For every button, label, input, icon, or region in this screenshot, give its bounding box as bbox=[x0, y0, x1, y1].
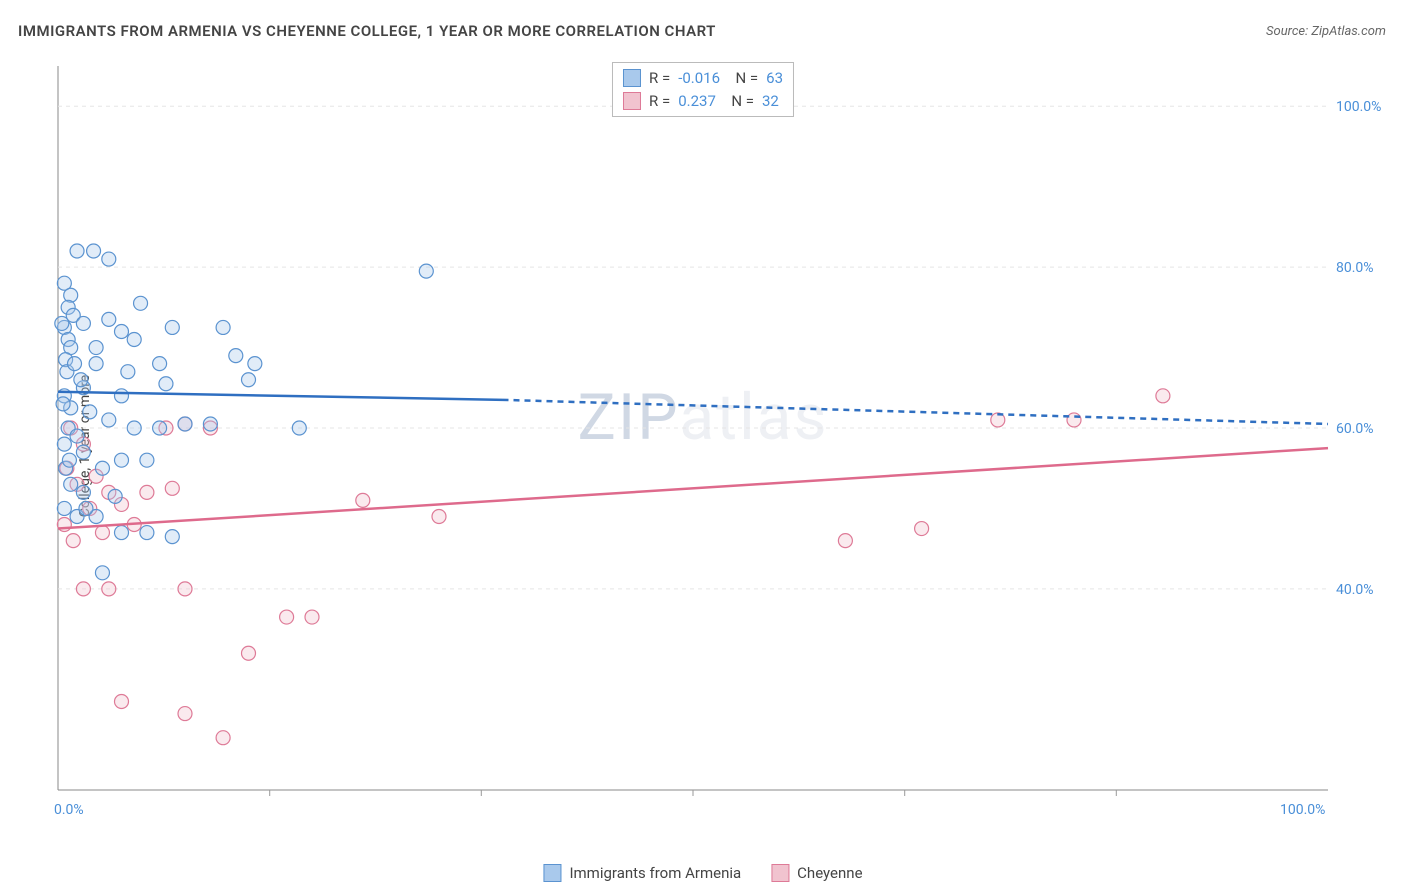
legend-label-cheyenne: Cheyenne bbox=[797, 864, 862, 882]
scatter-point bbox=[229, 349, 243, 363]
scatter-point bbox=[140, 453, 154, 467]
scatter-point bbox=[203, 417, 217, 431]
scatter-point bbox=[79, 501, 93, 515]
chart-title: IMMIGRANTS FROM ARMENIA VS CHEYENNE COLL… bbox=[18, 22, 716, 40]
scatter-point bbox=[153, 421, 167, 435]
scatter-point bbox=[1156, 389, 1170, 403]
source-label: Source: ZipAtlas.com bbox=[1266, 24, 1386, 39]
scatter-point bbox=[74, 373, 88, 387]
scatter-point bbox=[121, 365, 135, 379]
swatch-cheyenne-bottom bbox=[771, 864, 789, 882]
scatter-point bbox=[102, 312, 116, 326]
x-tick-label: 100.0% bbox=[1280, 802, 1325, 818]
scatter-point bbox=[127, 333, 141, 347]
scatter-point bbox=[115, 453, 129, 467]
legend-row-cheyenne: R = 0.237 N = 32 bbox=[623, 90, 783, 113]
scatter-point bbox=[140, 526, 154, 540]
scatter-point bbox=[87, 244, 101, 258]
legend-item-armenia: Immigrants from Armenia bbox=[543, 864, 741, 882]
scatter-point bbox=[115, 695, 129, 709]
scatter-point bbox=[1067, 413, 1081, 427]
trend-line-armenia-ext bbox=[503, 400, 1329, 424]
scatter-point bbox=[178, 582, 192, 596]
scatter-point bbox=[57, 501, 71, 515]
legend-series: Immigrants from Armenia Cheyenne bbox=[543, 864, 862, 882]
scatter-chart: 40.0% 60.0% 80.0% 100.0% 0.0% 100.0% bbox=[52, 60, 1388, 830]
scatter-point bbox=[178, 707, 192, 721]
y-tick-label: 40.0% bbox=[1336, 582, 1374, 598]
scatter-point bbox=[76, 485, 90, 499]
plot-area: 40.0% 60.0% 80.0% 100.0% 0.0% 100.0% bbox=[52, 60, 1388, 830]
scatter-point bbox=[165, 320, 179, 334]
scatter-point bbox=[76, 445, 90, 459]
scatter-point bbox=[55, 316, 69, 330]
x-tick-label: 0.0% bbox=[54, 802, 84, 818]
scatter-point bbox=[95, 566, 109, 580]
scatter-point bbox=[76, 316, 90, 330]
scatter-point bbox=[115, 526, 129, 540]
legend-correlation: R = -0.016 N = 63 R = 0.237 N = 32 bbox=[612, 62, 794, 117]
scatter-point bbox=[248, 357, 262, 371]
y-tick-label: 60.0% bbox=[1336, 421, 1374, 437]
scatter-point bbox=[57, 437, 71, 451]
scatter-point bbox=[95, 461, 109, 475]
scatter-point bbox=[140, 485, 154, 499]
scatter-point bbox=[280, 610, 294, 624]
scatter-point bbox=[115, 324, 129, 338]
scatter-point bbox=[292, 421, 306, 435]
legend-row-armenia: R = -0.016 N = 63 bbox=[623, 67, 783, 90]
trend-line-cheyenne bbox=[58, 448, 1328, 528]
scatter-point bbox=[70, 429, 84, 443]
scatter-point bbox=[216, 731, 230, 745]
swatch-cheyenne bbox=[623, 92, 641, 110]
n-value-cheyenne: 32 bbox=[762, 90, 779, 113]
scatter-point bbox=[159, 377, 173, 391]
scatter-point bbox=[56, 397, 70, 411]
scatter-point bbox=[838, 534, 852, 548]
scatter-point bbox=[242, 646, 256, 660]
y-tick-label: 100.0% bbox=[1336, 99, 1381, 115]
scatter-point bbox=[62, 453, 76, 467]
swatch-armenia-bottom bbox=[543, 864, 561, 882]
y-tick-label: 80.0% bbox=[1336, 260, 1374, 276]
scatter-point bbox=[89, 341, 103, 355]
scatter-point bbox=[115, 389, 129, 403]
scatter-point bbox=[178, 417, 192, 431]
legend-item-cheyenne: Cheyenne bbox=[771, 864, 862, 882]
scatter-point bbox=[356, 493, 370, 507]
scatter-point bbox=[165, 530, 179, 544]
scatter-point bbox=[102, 252, 116, 266]
scatter-point bbox=[165, 481, 179, 495]
scatter-point bbox=[68, 357, 82, 371]
scatter-point bbox=[108, 489, 122, 503]
scatter-point bbox=[127, 421, 141, 435]
scatter-point bbox=[102, 582, 116, 596]
scatter-point bbox=[419, 264, 433, 278]
scatter-point bbox=[76, 582, 90, 596]
r-value-cheyenne: 0.237 bbox=[678, 90, 716, 113]
scatter-point bbox=[134, 296, 148, 310]
n-value-armenia: 63 bbox=[766, 67, 783, 90]
scatter-point bbox=[102, 413, 116, 427]
scatter-point bbox=[216, 320, 230, 334]
scatter-point bbox=[64, 477, 78, 491]
scatter-point bbox=[95, 526, 109, 540]
scatter-point bbox=[915, 522, 929, 536]
scatter-point bbox=[70, 244, 84, 258]
scatter-point bbox=[153, 357, 167, 371]
scatter-point bbox=[89, 357, 103, 371]
r-value-armenia: -0.016 bbox=[678, 67, 720, 90]
swatch-armenia bbox=[623, 69, 641, 87]
scatter-point bbox=[432, 509, 446, 523]
scatter-point bbox=[305, 610, 319, 624]
scatter-point bbox=[242, 373, 256, 387]
legend-label-armenia: Immigrants from Armenia bbox=[569, 864, 741, 882]
scatter-point bbox=[83, 405, 97, 419]
scatter-point bbox=[66, 534, 80, 548]
